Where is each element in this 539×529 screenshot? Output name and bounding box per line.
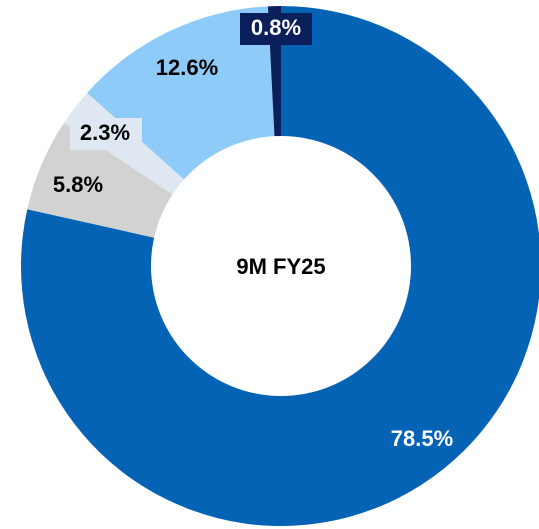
label-background xyxy=(70,118,142,150)
label-background xyxy=(240,13,312,45)
donut-hole xyxy=(151,136,411,396)
data-label: 5.8% xyxy=(53,172,103,197)
data-label: 0.8% xyxy=(251,15,301,40)
center-label: 9M FY25 xyxy=(236,254,325,279)
data-label: 2.3% xyxy=(80,120,130,145)
data-label: 78.5% xyxy=(391,426,453,451)
data-label: 12.6% xyxy=(156,55,218,80)
